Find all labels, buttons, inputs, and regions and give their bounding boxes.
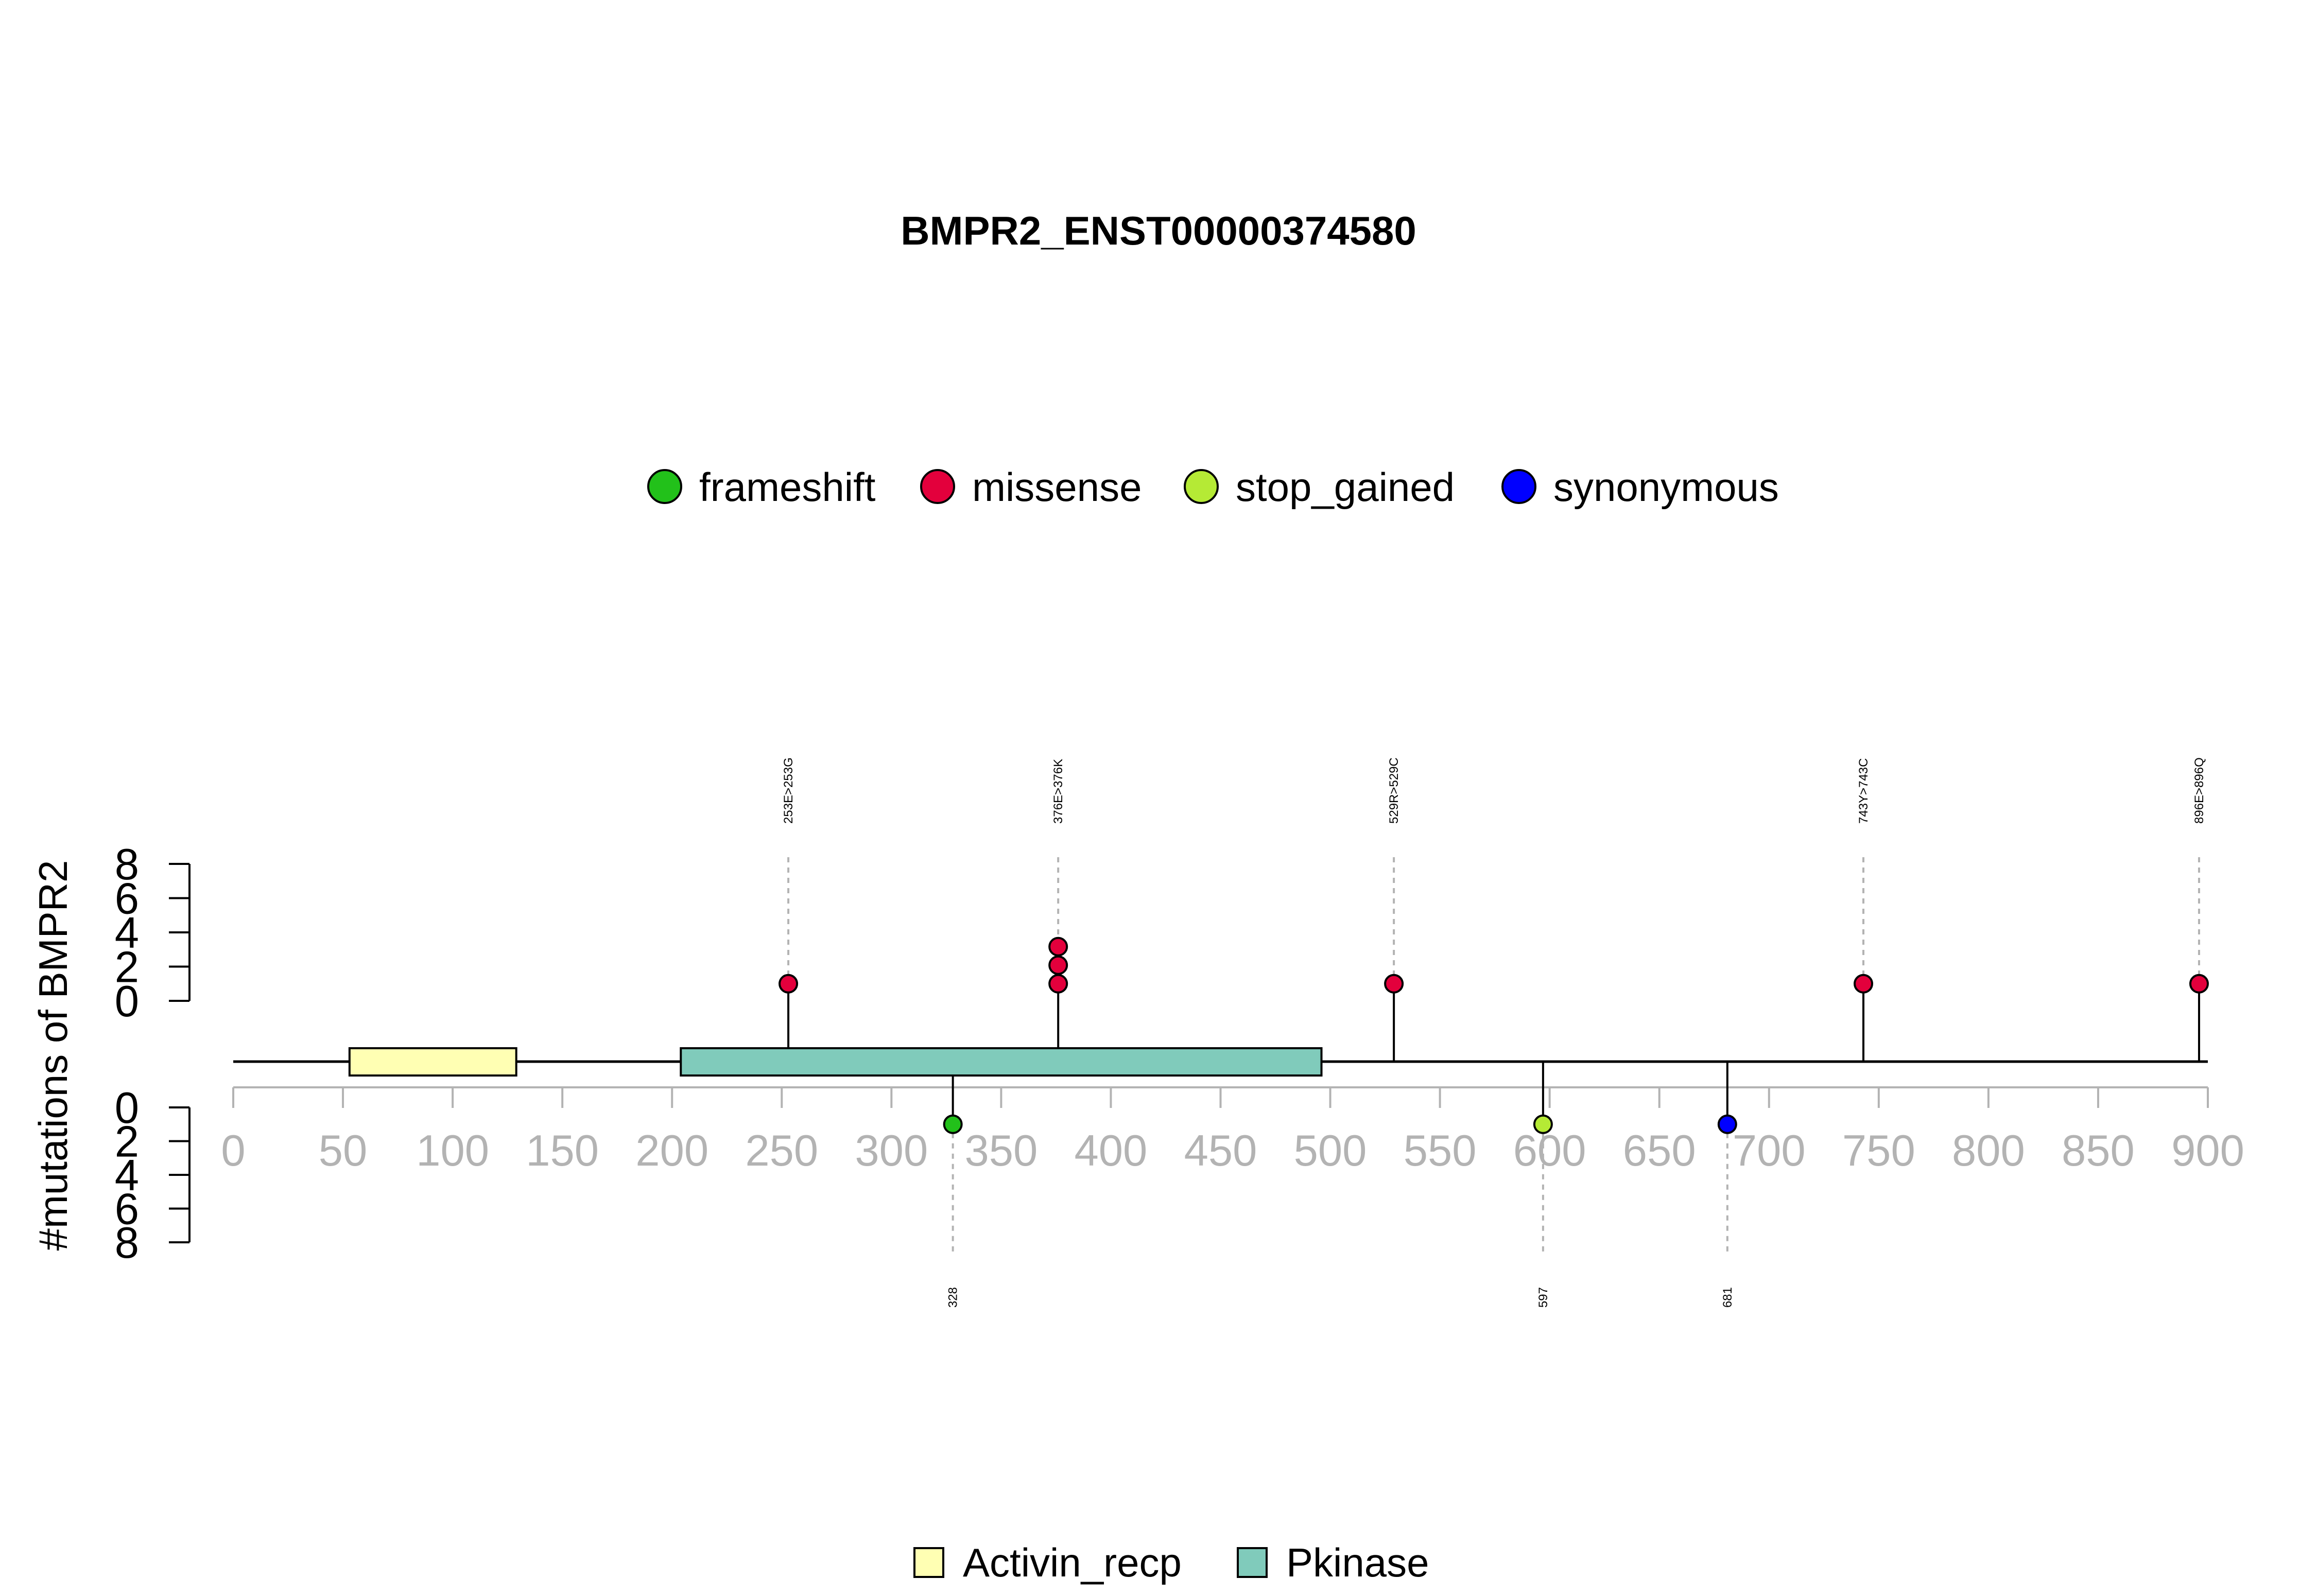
domain-legend-swatch	[913, 1547, 944, 1578]
mutation-label: 376E>376K	[1051, 759, 1065, 824]
x-tick-label: 250	[745, 1126, 818, 1175]
y-axis-label: #mutations of BMPR2	[30, 860, 76, 1251]
x-tick-label: 750	[1842, 1126, 1915, 1175]
x-tick-label: 700	[1733, 1126, 1806, 1175]
mutation-743: 743Y>743C	[1854, 758, 1874, 994]
legend-item-frameshift: frameshift	[647, 464, 876, 510]
upper-y-tick-label: 4	[115, 909, 139, 958]
legend-label-missense: missense	[972, 464, 1142, 510]
x-tick-label: 200	[635, 1126, 708, 1175]
x-tick-label: 900	[2171, 1126, 2244, 1175]
x-tick-label: 400	[1075, 1126, 1148, 1175]
legend-label-synonymous: synonymous	[1553, 464, 1779, 510]
legend-label-stop_gained: stop_gained	[1236, 464, 1455, 510]
x-tick-label: 550	[1404, 1126, 1477, 1175]
lower-y-tick-label: 4	[115, 1151, 139, 1200]
domain-Pkinase	[680, 1047, 1323, 1077]
mutation-label: 328	[946, 1287, 960, 1308]
x-tick-label: 450	[1184, 1126, 1257, 1175]
mutation-label: 597	[1536, 1287, 1550, 1308]
lower-y-tick-label: 8	[115, 1219, 139, 1268]
mutation-597: 597	[1533, 1114, 1553, 1308]
legend-marker-synonymous	[1501, 469, 1536, 504]
mutation-label: 896E>896Q	[2192, 757, 2206, 824]
legend-marker-missense	[920, 469, 955, 504]
domain-legend: Activin_recp Pkinase	[913, 1540, 1429, 1585]
x-tick-label: 850	[2062, 1126, 2135, 1175]
mutation-point-missense	[1384, 974, 1404, 994]
x-tick-label: 50	[319, 1126, 368, 1175]
mutation-stems	[787, 857, 2200, 1254]
protein-domains	[348, 1047, 1323, 1077]
upper-y-tick-label: 0	[115, 977, 139, 1026]
lower-y-tick-label: 2	[115, 1118, 139, 1167]
mutation-376: 376E>376K	[1048, 759, 1068, 994]
x-axis: 0 50 100 150 200 250 300 350 400 450 500 550 600 650 7…	[221, 1086, 2244, 1175]
domain-legend-item-Pkinase: Pkinase	[1237, 1540, 1429, 1585]
mutation-681: 681	[1717, 1114, 1737, 1308]
mutation-328: 328	[943, 1114, 963, 1308]
domain-legend-item-Activin_recp: Activin_recp	[913, 1540, 1182, 1585]
domain-legend-label: Activin_recp	[963, 1540, 1182, 1585]
legend-item-stop_gained: stop_gained	[1184, 464, 1455, 510]
mutation-point-missense	[1048, 936, 1068, 957]
x-tick-label: 150	[526, 1126, 599, 1175]
mutation-point-missense	[1048, 974, 1068, 994]
mutation-point-missense	[1854, 974, 1874, 994]
x-tick-label: 350	[964, 1126, 1038, 1175]
lower-y-tick-label: 6	[115, 1185, 139, 1234]
domain-legend-swatch	[1237, 1547, 1268, 1578]
upper-y-tick-label: 6	[115, 875, 139, 924]
upper-y-tick-label: 2	[115, 943, 139, 992]
mutation-label: 529R>529C	[1387, 757, 1401, 824]
legend-marker-frameshift	[647, 469, 682, 504]
legend-label-frameshift: frameshift	[699, 464, 876, 510]
x-tick-label: 300	[855, 1126, 928, 1175]
mutation-896: 896E>896Q	[2189, 757, 2209, 994]
mutation-point-synonymous	[1717, 1114, 1737, 1134]
x-tick-label: 650	[1623, 1126, 1696, 1175]
domain-Activin_recp	[348, 1047, 517, 1077]
x-tick-label: 600	[1513, 1126, 1586, 1175]
chart-title: BMPR2_ENST00000374580	[901, 208, 1416, 253]
mutation-label: 681	[1721, 1287, 1735, 1308]
mutation-point-stop_gained	[1533, 1114, 1553, 1134]
legend-marker-stop_gained	[1184, 469, 1219, 504]
lower-y-tick-label: 0	[115, 1084, 139, 1133]
mutation-529: 529R>529C	[1384, 757, 1404, 994]
mutation-label: 253E>253G	[782, 757, 796, 824]
domain-legend-label: Pkinase	[1286, 1540, 1429, 1585]
upper-y-tick-label: 8	[115, 840, 139, 889]
mutation-lollipops: 253E>253G 376E>376K 529R>529C 743Y>743C 896E…	[779, 757, 2209, 1308]
legend-item-synonymous: synonymous	[1501, 464, 1779, 510]
x-tick-label: 100	[416, 1126, 489, 1175]
mutation-point-frameshift	[943, 1114, 963, 1134]
legend-item-missense: missense	[920, 464, 1142, 510]
mutation-legend: frameshift missense stop_gained synonymous	[647, 464, 1779, 510]
mutation-point-missense	[779, 974, 799, 994]
mutation-253: 253E>253G	[779, 757, 799, 994]
mutation-point-missense	[2189, 974, 2209, 994]
mutation-point-missense	[1048, 955, 1068, 975]
x-tick-label: 800	[1952, 1126, 2025, 1175]
mutation-label: 743Y>743C	[1857, 758, 1871, 824]
x-tick-label: 0	[221, 1126, 245, 1175]
x-tick-label: 500	[1294, 1126, 1367, 1175]
